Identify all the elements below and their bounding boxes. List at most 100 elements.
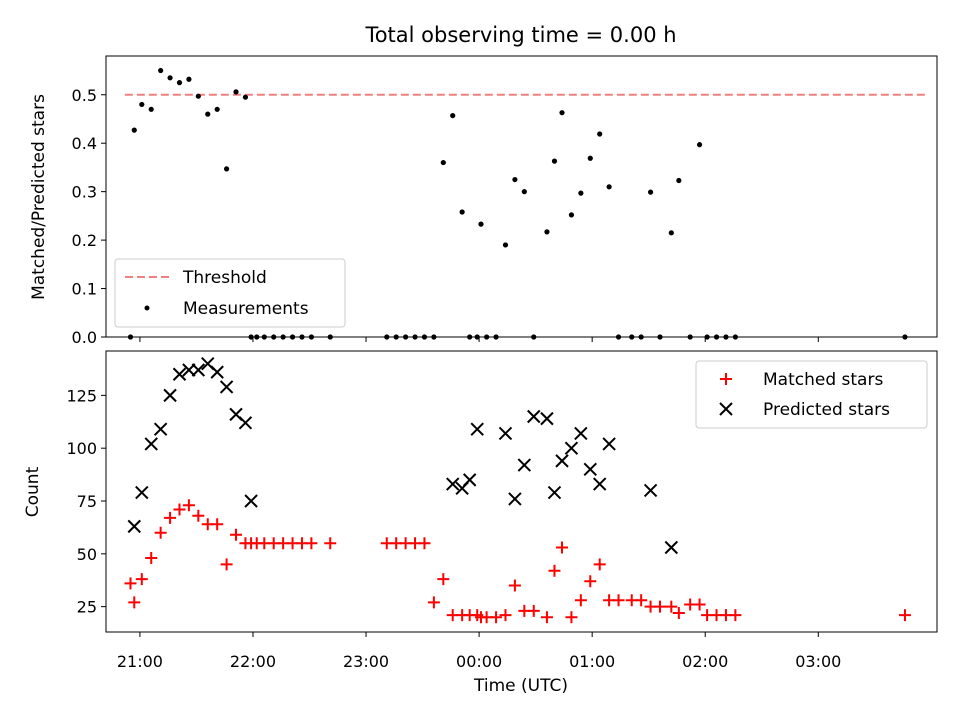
measurement-point <box>186 76 192 82</box>
matched-star-point <box>192 509 205 522</box>
predicted-star-point <box>517 458 532 472</box>
top-legend-box <box>114 258 346 328</box>
measurement-point <box>158 67 164 74</box>
predicted-star-point <box>210 365 224 379</box>
x-tick-label: 21:00 <box>117 652 163 671</box>
measurement-point <box>647 189 654 195</box>
bottom-panel: Count Time (UTC) Matched stars Predicted… <box>23 350 938 696</box>
measurement-point <box>214 106 220 112</box>
predicted-star-point <box>547 485 562 500</box>
x-tick-label: 02:00 <box>682 652 728 671</box>
threshold-legend-label: Threshold <box>182 268 267 288</box>
matched-star-point <box>145 552 158 565</box>
top-panel: Matched/Predicted stars Threshold Measur… <box>29 55 938 340</box>
matched-star-point <box>499 609 512 622</box>
matched-star-point <box>898 609 911 622</box>
measurement-point <box>440 159 446 166</box>
measurement-point <box>131 127 137 133</box>
matched-star-point <box>154 526 167 539</box>
matched-star-point <box>527 604 540 617</box>
predicted-star-point <box>470 422 484 436</box>
bottom-plot-area <box>124 356 911 624</box>
measurement-point <box>502 242 509 248</box>
matched-star-point <box>593 558 606 571</box>
top-y-tick-label: 0.2 <box>72 231 97 250</box>
chart-title: Total observing time = 0.00 h <box>364 23 676 47</box>
predicted-star-point <box>592 477 607 491</box>
matched-star-point <box>230 528 243 541</box>
measurement-point <box>578 190 584 196</box>
matched-star-point <box>164 511 177 524</box>
matched-star-point <box>211 518 224 531</box>
predicted-star-point <box>191 363 206 377</box>
predicted-legend-label: Predicted stars <box>763 400 890 420</box>
matched-star-point <box>173 503 186 516</box>
predicted-star-point <box>127 519 141 534</box>
matched-star-point <box>584 575 597 588</box>
matched-star-point <box>427 596 440 609</box>
measurement-point <box>544 229 550 235</box>
predicted-star-point <box>172 367 187 381</box>
matched-star-point <box>556 541 569 554</box>
top-y-tick-label: 0.0 <box>72 328 97 347</box>
predicted-star-point <box>163 388 177 403</box>
predicted-star-point <box>643 483 658 498</box>
bottom-y-axis-label: Count <box>23 466 43 517</box>
measurement-point <box>176 80 183 86</box>
predicted-star-point <box>462 473 477 487</box>
matched-star-point <box>418 537 431 550</box>
bottom-y-tick-label: 25 <box>77 598 97 617</box>
matched-star-point <box>693 598 706 611</box>
predicted-star-point <box>135 485 149 500</box>
bottom-y-tick-label: 100 <box>66 439 97 458</box>
bottom-axes-frame <box>105 350 938 633</box>
measurement-point <box>676 177 682 184</box>
x-tick-label: 23:00 <box>343 652 389 671</box>
matched-legend-label: Matched stars <box>763 370 883 390</box>
predicted-star-point <box>182 363 196 377</box>
measurement-point <box>205 111 211 117</box>
bottom-y-tick-label: 125 <box>66 386 97 405</box>
top-plot-area <box>124 67 928 340</box>
measurement-point <box>512 176 518 183</box>
x-axis-label: Time (UTC) <box>473 676 568 696</box>
measurement-point <box>668 230 674 236</box>
x-tick-label: 00:00 <box>456 652 502 671</box>
matched-star-point <box>124 577 137 590</box>
predicted-star-point <box>498 426 513 441</box>
measurement-point <box>242 94 249 100</box>
top-y-axis-label: Matched/Predicted stars <box>29 94 49 300</box>
measurement-point <box>195 93 201 99</box>
top-y-tick-label: 0.4 <box>72 134 97 153</box>
matched-star-point <box>565 611 578 624</box>
measurement-point <box>223 166 230 172</box>
top-y-tick-label: 0.3 <box>72 183 97 202</box>
measurement-point <box>139 101 145 108</box>
matched-star-point <box>490 611 503 624</box>
x-tick-label: 03:00 <box>795 652 841 671</box>
predicted-star-point <box>508 492 522 506</box>
predicted-star-point <box>527 409 541 424</box>
matched-star-point <box>729 609 742 622</box>
predicted-star-point <box>540 411 554 426</box>
predicted-star-point <box>555 454 569 468</box>
bottom-legend-box <box>695 360 928 429</box>
measurement-point <box>450 112 456 119</box>
matched-star-point <box>182 499 195 512</box>
measurement-point <box>233 89 239 95</box>
measurement-point <box>606 184 612 190</box>
measurement-point <box>551 158 558 164</box>
matched-star-point <box>128 596 141 609</box>
matched-star-point <box>305 537 318 550</box>
measurement-point <box>478 221 484 227</box>
matched-star-point <box>540 611 553 624</box>
measurement-point <box>148 106 154 112</box>
top-axes-frame <box>105 55 938 338</box>
predicted-legend-marker <box>719 402 733 416</box>
matched-star-point <box>672 606 685 619</box>
top-y-tick-label: 0.1 <box>72 280 97 299</box>
measurement-point <box>597 131 603 137</box>
predicted-star-point <box>244 494 258 508</box>
matched-legend-marker <box>720 373 732 385</box>
measurement-point <box>587 155 593 161</box>
